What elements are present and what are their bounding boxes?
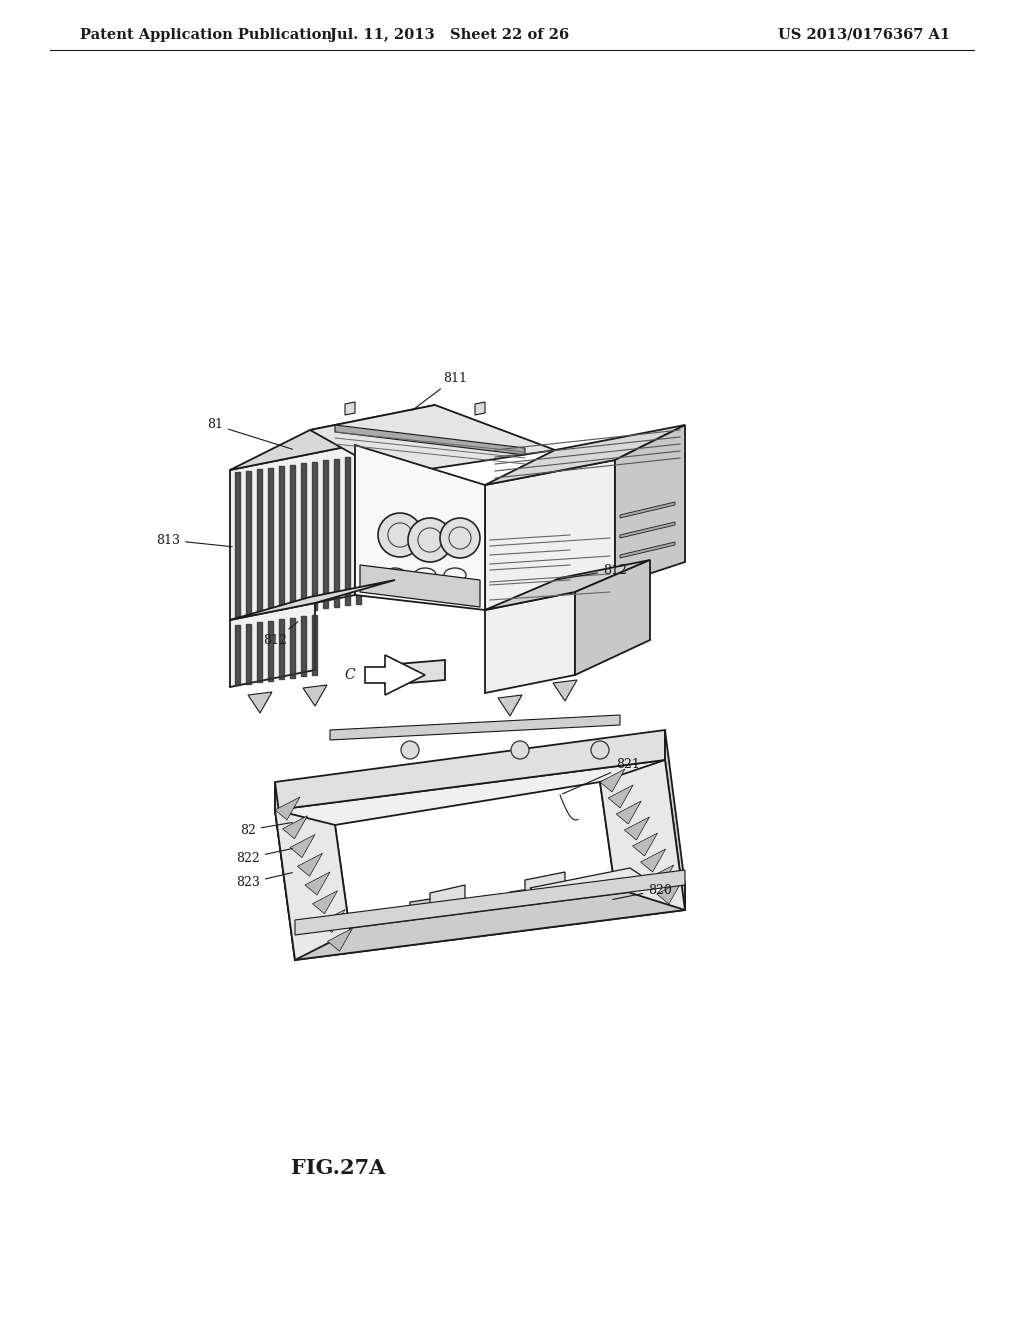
Polygon shape (620, 543, 675, 558)
Polygon shape (275, 810, 350, 960)
Text: 812: 812 (558, 564, 627, 579)
Polygon shape (335, 425, 525, 455)
Polygon shape (248, 692, 272, 713)
Polygon shape (641, 849, 666, 873)
Polygon shape (665, 730, 685, 909)
Polygon shape (275, 781, 295, 960)
Polygon shape (328, 928, 352, 952)
Polygon shape (633, 833, 657, 855)
Polygon shape (330, 715, 620, 741)
Circle shape (591, 741, 609, 759)
Polygon shape (600, 760, 685, 909)
Circle shape (401, 741, 419, 759)
Circle shape (408, 517, 452, 562)
Polygon shape (230, 579, 395, 620)
Polygon shape (553, 680, 577, 701)
Polygon shape (530, 869, 645, 900)
Text: 82: 82 (240, 822, 292, 837)
Polygon shape (275, 730, 665, 810)
Polygon shape (656, 880, 682, 904)
Polygon shape (575, 560, 650, 675)
Polygon shape (230, 405, 435, 470)
Polygon shape (295, 870, 685, 935)
Polygon shape (312, 891, 338, 913)
Polygon shape (310, 405, 555, 475)
Polygon shape (485, 459, 615, 610)
Polygon shape (620, 521, 675, 539)
Polygon shape (290, 834, 315, 858)
Text: 813: 813 (156, 533, 232, 546)
Polygon shape (335, 781, 615, 932)
Polygon shape (230, 445, 355, 620)
Polygon shape (355, 445, 485, 610)
Polygon shape (430, 884, 465, 908)
Polygon shape (295, 884, 685, 960)
Polygon shape (649, 865, 674, 888)
Polygon shape (616, 801, 641, 824)
Circle shape (511, 741, 529, 759)
Polygon shape (365, 655, 425, 696)
Text: 81: 81 (207, 418, 292, 449)
Polygon shape (303, 685, 327, 706)
Text: 820: 820 (612, 883, 672, 899)
Text: US 2013/0176367 A1: US 2013/0176367 A1 (778, 28, 950, 42)
Text: Patent Application Publication: Patent Application Publication (80, 28, 332, 42)
Polygon shape (600, 770, 625, 792)
Polygon shape (230, 603, 315, 686)
Text: 821: 821 (562, 759, 640, 793)
Text: 811: 811 (413, 371, 467, 411)
Text: C: C (345, 668, 355, 682)
Polygon shape (498, 696, 522, 715)
Polygon shape (510, 886, 550, 904)
Circle shape (440, 517, 480, 558)
Polygon shape (620, 502, 675, 517)
Polygon shape (485, 425, 685, 484)
Text: Jul. 11, 2013   Sheet 22 of 26: Jul. 11, 2013 Sheet 22 of 26 (331, 28, 569, 42)
Text: 822: 822 (237, 849, 292, 865)
Polygon shape (608, 785, 633, 808)
Polygon shape (298, 853, 323, 876)
Polygon shape (485, 560, 650, 610)
Polygon shape (305, 873, 330, 895)
Polygon shape (385, 660, 445, 685)
Text: 823: 823 (237, 873, 292, 890)
Circle shape (378, 513, 422, 557)
Polygon shape (275, 797, 300, 820)
Polygon shape (360, 565, 480, 607)
Polygon shape (485, 591, 575, 693)
Polygon shape (355, 405, 435, 595)
Text: 812: 812 (263, 622, 298, 647)
Circle shape (387, 665, 403, 681)
Polygon shape (625, 817, 649, 840)
Text: FIG.27A: FIG.27A (291, 1158, 385, 1179)
Polygon shape (410, 896, 450, 913)
Polygon shape (345, 403, 355, 414)
Polygon shape (275, 760, 685, 960)
Polygon shape (475, 403, 485, 414)
Polygon shape (615, 425, 685, 585)
Polygon shape (283, 816, 307, 838)
Polygon shape (319, 909, 345, 932)
Polygon shape (525, 873, 565, 895)
